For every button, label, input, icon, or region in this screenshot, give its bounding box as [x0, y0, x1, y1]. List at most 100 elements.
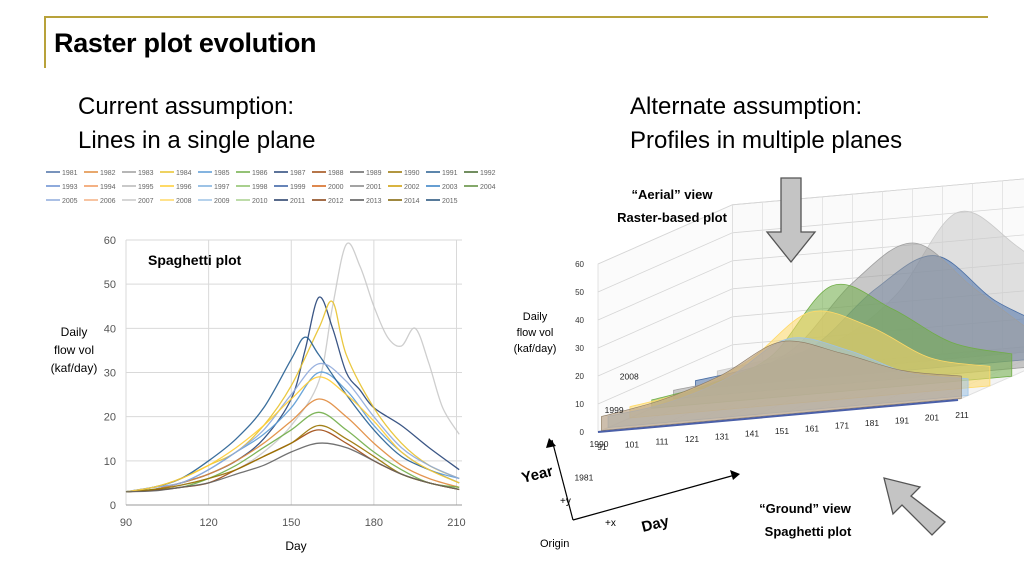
title-rule-left	[44, 16, 46, 68]
z-axis-label: (kaf/day)	[514, 343, 557, 355]
plus-y-label: +y	[560, 496, 571, 507]
x-tick-label: 120	[199, 517, 217, 529]
left-heading-line1: Current assumption:	[78, 93, 295, 120]
legend-label: 2007	[138, 198, 154, 205]
ribbon-area	[601, 340, 962, 431]
legend-label: 1991	[442, 170, 458, 177]
z-tick-label: 20	[575, 372, 584, 381]
legend-label: 2003	[442, 184, 458, 191]
y-axis-label: (kaf/day)	[51, 361, 98, 375]
x-tick-label: 131	[715, 431, 729, 441]
x-tick-label: 151	[775, 426, 789, 436]
origin-label: Origin	[540, 538, 569, 550]
legend-label: 1982	[100, 170, 116, 177]
y-tick-label: 10	[104, 456, 116, 468]
legend-label: 2010	[252, 198, 268, 205]
legend-label: 1983	[138, 170, 154, 177]
slide-title: Raster plot evolution	[54, 28, 317, 58]
z-tick-label: 60	[575, 260, 584, 269]
right-heading-line2: Profiles in multiple planes	[630, 127, 903, 154]
x-tick-label: 161	[805, 423, 819, 433]
legend-label: 2011	[290, 198, 305, 205]
depth-tick-label: 1990	[590, 439, 609, 449]
x-axis-arrow	[572, 474, 736, 521]
y-axis-arrowhead	[546, 438, 556, 448]
z-tick-label: 50	[575, 288, 584, 297]
right-heading-line1: Alternate assumption:	[630, 93, 863, 120]
right-heading: Alternate assumption: Profiles in multip…	[630, 90, 902, 158]
series-line	[125, 362, 460, 493]
legend-label: 1986	[252, 170, 268, 177]
legend-label: 2013	[366, 198, 382, 205]
y-axis-label: Daily	[61, 325, 88, 339]
z-tick-label: 40	[575, 316, 584, 325]
legend-label: 1992	[480, 170, 496, 177]
x-axis-label: Day	[285, 539, 306, 553]
plus-x-label: +x	[605, 518, 616, 529]
x-tick-label: 171	[835, 421, 849, 431]
legend-label: 1985	[214, 170, 230, 177]
x-axis	[597, 399, 959, 433]
left-heading: Current assumption: Lines in a single pl…	[78, 90, 316, 158]
x-tick-label: 101	[625, 439, 639, 449]
z-tick-label: 30	[575, 344, 584, 353]
left-heading-line2: Lines in a single plane	[78, 127, 316, 154]
chart-title: Spaghetti plot	[148, 252, 242, 268]
x-tick-label: 150	[282, 517, 300, 529]
legend-label: 2006	[100, 198, 116, 205]
z-axis-label: Daily	[523, 311, 548, 323]
ground-view-label: “Ground” view	[759, 501, 852, 516]
legend-label: 2001	[366, 184, 382, 191]
legend-label: 2015	[442, 198, 458, 205]
x-tick-label: 201	[925, 413, 939, 423]
y-tick-label: 20	[104, 412, 116, 424]
depth-tick-label: 1981	[574, 473, 593, 483]
legend-label: 1988	[328, 170, 344, 177]
floor-gridline	[957, 370, 1024, 401]
depth-tick-label: 1999	[605, 405, 624, 415]
legend-label: 1996	[176, 184, 192, 191]
legend-label: 1993	[62, 184, 78, 191]
legend-label: 1987	[290, 170, 306, 177]
ground-view-sublabel: Spaghetti plot	[765, 524, 852, 539]
legend-label: 2009	[214, 198, 230, 205]
y-tick-label: 30	[104, 368, 116, 380]
y-tick-label: 0	[110, 500, 116, 512]
x-tick-label: 111	[656, 437, 669, 447]
y-tick-label: 50	[104, 279, 116, 291]
aerial-view-label: “Aerial” view	[632, 187, 714, 202]
legend-label: 1981	[62, 170, 78, 177]
legend-label: 2005	[62, 198, 78, 205]
ground-arrow-icon	[883, 477, 946, 536]
legend-label: 2002	[404, 184, 420, 191]
legend-label: 1997	[214, 184, 230, 191]
depth-axis-label: Year	[520, 463, 555, 487]
y-axis-arrow	[551, 439, 574, 521]
legend-label: 1994	[100, 184, 116, 191]
legend-label: 1998	[252, 184, 268, 191]
x-tick-label: 181	[865, 418, 879, 428]
legend-label: 2012	[328, 198, 344, 205]
legend-label: 2000	[328, 184, 344, 191]
series-line	[125, 442, 460, 493]
z-axis-label: flow vol	[517, 327, 554, 339]
depth-tick-label: 2008	[620, 372, 639, 382]
x-tick-label: 211	[955, 410, 969, 420]
x-tick-label: 91	[597, 442, 607, 452]
z-tick-label: 10	[575, 400, 584, 409]
x-axis-label: Day	[640, 513, 671, 536]
x-tick-label: 191	[895, 415, 909, 425]
legend-label: 1999	[290, 184, 306, 191]
legend-label: 1990	[404, 170, 420, 177]
x-tick-label: 180	[365, 517, 383, 529]
title-rule	[44, 16, 988, 18]
x-tick-label: 121	[685, 434, 699, 444]
legend-label: 1989	[366, 170, 382, 177]
aerial-arrow-icon	[765, 177, 817, 264]
y-tick-label: 40	[104, 323, 116, 335]
legend-label: 2014	[404, 198, 420, 205]
legend-label: 2004	[480, 184, 496, 191]
legend-label: 1995	[138, 184, 154, 191]
